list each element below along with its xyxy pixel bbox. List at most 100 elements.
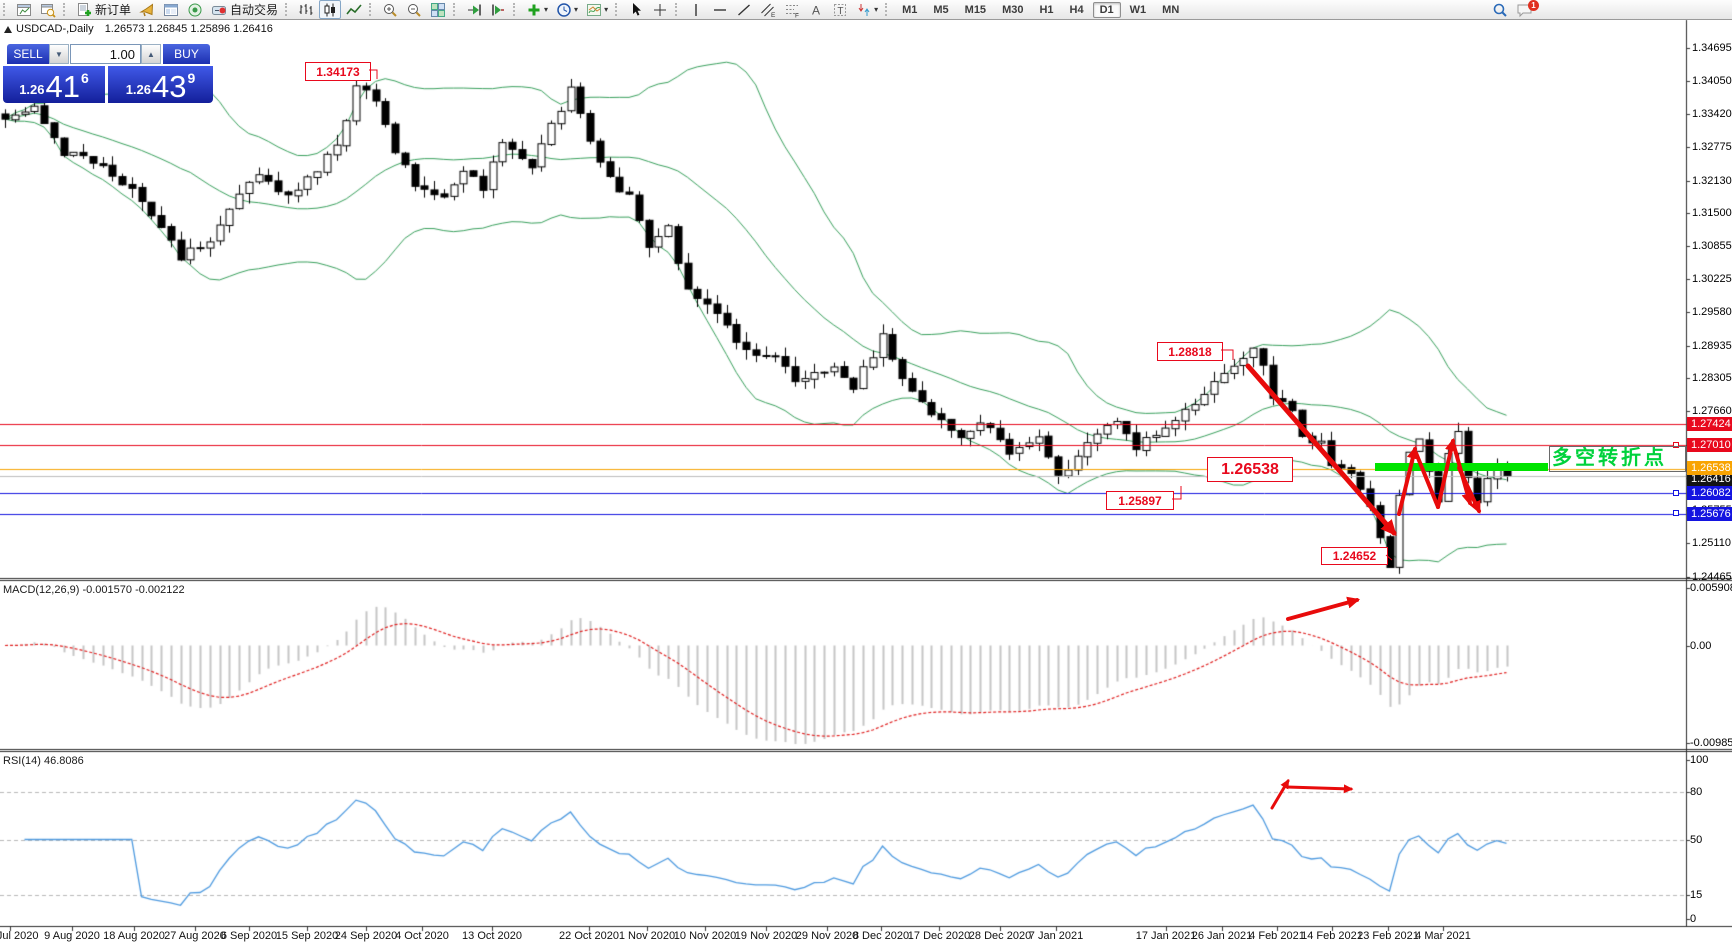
toolbar-terminal-button[interactable] (160, 0, 182, 19)
toolbar-line-chart-button[interactable] (343, 0, 365, 19)
sell-price-big: 41 (45, 69, 80, 104)
toolbar-tile-windows-button[interactable] (427, 0, 449, 19)
sell-button[interactable]: SELL (7, 44, 49, 64)
toolbar-zoom-out-button[interactable] (403, 0, 425, 19)
toolbar-profiles-button[interactable] (37, 0, 59, 19)
vertical-line-icon (695, 3, 697, 16)
toolbar-timeframe-h4[interactable]: H4 (1069, 3, 1084, 16)
toolbar-indicators-list-button[interactable]: ▾ (523, 0, 551, 19)
toolbar-chart-shift-button[interactable] (487, 0, 509, 19)
chevron-down-icon[interactable]: ▾ (874, 5, 879, 14)
toolbar-templates-button[interactable]: ▾ (583, 0, 611, 19)
notification-badge: 1 (1528, 0, 1539, 11)
toolbar-trendline-button[interactable] (733, 0, 755, 19)
toolbar-text-label-button[interactable]: T (829, 0, 851, 19)
toolbar-grip[interactable] (3, 3, 8, 16)
toolbar-fibonacci-button[interactable]: F (781, 0, 803, 19)
toolbar-grip[interactable] (615, 3, 620, 16)
chart-ohlc-values: 1.26573 1.26845 1.25896 1.26416 (104, 23, 273, 35)
sell-price-pip: 6 (81, 70, 89, 86)
price-callout-label[interactable]: 1.25897 (1106, 491, 1174, 510)
one-click-trading-panel: SELL ▼ ▲ BUY 1.26 41 6 1.26 43 9 (3, 44, 215, 104)
periods-icon (557, 2, 571, 17)
toolbar-vertical-line-button[interactable] (685, 0, 707, 19)
toolbar-timeframe-h1[interactable]: H1 (1039, 3, 1054, 16)
turning-point-highlight-bar[interactable] (1375, 463, 1548, 471)
toolbar-autotrading-button[interactable]: 自动交易 (208, 0, 281, 19)
toolbar-equidistant-channel-button[interactable]: E (757, 0, 779, 19)
toolbar-timeframe-m1[interactable]: M1 (902, 3, 918, 16)
toolbar-arrows-shapes-button[interactable]: ▾ (853, 0, 881, 19)
toolbar-timeframe-m15[interactable]: M15 (964, 3, 987, 16)
tile-windows-icon (431, 2, 446, 17)
equidistant-channel-icon: E (761, 3, 776, 18)
toolbar-right-icons: 1 (1488, 0, 1549, 19)
toolbar-grip[interactable] (513, 3, 518, 16)
price-callout-label[interactable]: 1.26538 (1207, 457, 1293, 482)
toolbar-search-button[interactable] (1489, 0, 1511, 19)
toolbar-timeframe-w1[interactable]: W1 (1129, 3, 1147, 16)
buy-price-panel[interactable]: 1.26 43 9 (108, 66, 213, 103)
trendline-icon (738, 3, 751, 16)
toolbar-strategy-tester-button[interactable] (184, 0, 206, 19)
buy-price-big: 43 (152, 69, 187, 104)
svg-text:F: F (795, 12, 799, 18)
turning-point-text-label[interactable]: 多空转折点 (1549, 446, 1686, 472)
buy-button[interactable]: BUY (163, 44, 210, 64)
autotrading-label: 自动交易 (230, 3, 279, 17)
toolbar-horizontal-line-button[interactable] (709, 0, 731, 19)
toolbar-auto-scroll-button[interactable] (463, 0, 485, 19)
toolbar-group: E F A T ▾ (672, 0, 882, 19)
chevron-down-icon[interactable]: ▾ (544, 5, 549, 14)
toolbar-candlestick-chart-button[interactable] (319, 0, 342, 19)
price-callout-label[interactable]: 1.24652 (1321, 547, 1388, 565)
price-callout-label[interactable]: 1.34173 (305, 62, 371, 81)
toolbar-timeframe-m5[interactable]: M5 (933, 3, 949, 16)
price-callout-label[interactable]: 1.28818 (1157, 342, 1223, 361)
profiles-icon (41, 3, 56, 18)
strategy-tester-icon (188, 3, 202, 16)
toolbar-zoom-in-button[interactable] (379, 0, 401, 19)
toolbar-timeframe-d1[interactable]: D1 (1092, 1, 1121, 18)
toolbar-group (450, 0, 510, 19)
toolbar-grip[interactable] (885, 3, 890, 16)
toolbar-bar-chart-button[interactable] (295, 0, 317, 19)
arrows-shapes-icon (858, 3, 870, 16)
volume-increase-button[interactable]: ▲ (141, 44, 161, 64)
toolbar-new-chart-button[interactable] (13, 0, 35, 19)
toolbar-grip[interactable] (285, 3, 290, 16)
toolbar-cursor-button[interactable] (625, 0, 647, 19)
toolbar-new-order-button[interactable]: 新订单 (73, 0, 134, 19)
toolbar: 新订单 自动交易 ▾ ▾ ▾ E F A T ▾ M1 M5 M15 M30 H1 H4 D1 W1 MN 1 (0, 0, 1732, 20)
toolbar-alerts-button[interactable] (136, 0, 158, 19)
toolbar-grip[interactable] (453, 3, 458, 16)
svg-text:A: A (812, 3, 820, 17)
new-chart-icon (17, 3, 31, 16)
chevron-down-icon[interactable]: ▾ (604, 5, 609, 14)
toolbar-grip[interactable] (369, 3, 374, 16)
chevron-down-icon[interactable]: ▾ (574, 5, 579, 14)
toolbar-notifications-button[interactable]: 1 (1513, 0, 1548, 19)
toolbar-group (0, 0, 60, 19)
chart-title: USDCAD-,Daily 1.26573 1.26845 1.25896 1.… (16, 23, 273, 35)
toolbar-timeframe-mn[interactable]: MN (1162, 3, 1180, 16)
toolbar-grip[interactable] (63, 3, 68, 16)
toolbar-periods-button[interactable]: ▾ (553, 0, 581, 19)
volume-decrease-button[interactable]: ▼ (49, 44, 69, 64)
autotrading-icon (212, 5, 227, 15)
toolbar-timeframe-m30[interactable]: M30 (1002, 3, 1024, 16)
sell-price-panel[interactable]: 1.26 41 6 (3, 66, 105, 103)
bar-chart-icon (299, 3, 313, 15)
new-order-label: 新订单 (95, 3, 132, 17)
chart-shift-icon (492, 4, 505, 15)
macd-indicator-label: MACD(12,26,9) -0.001570 -0.002122 (3, 584, 185, 596)
oneclick-collapse-icon[interactable] (4, 26, 12, 33)
toolbar-grip[interactable] (675, 3, 680, 16)
toolbar-crosshair-button[interactable] (649, 0, 671, 19)
cursor-icon (633, 2, 642, 16)
svg-text:E: E (771, 12, 776, 18)
toolbar-text-button[interactable]: A (805, 0, 827, 19)
volume-input[interactable] (70, 44, 141, 64)
